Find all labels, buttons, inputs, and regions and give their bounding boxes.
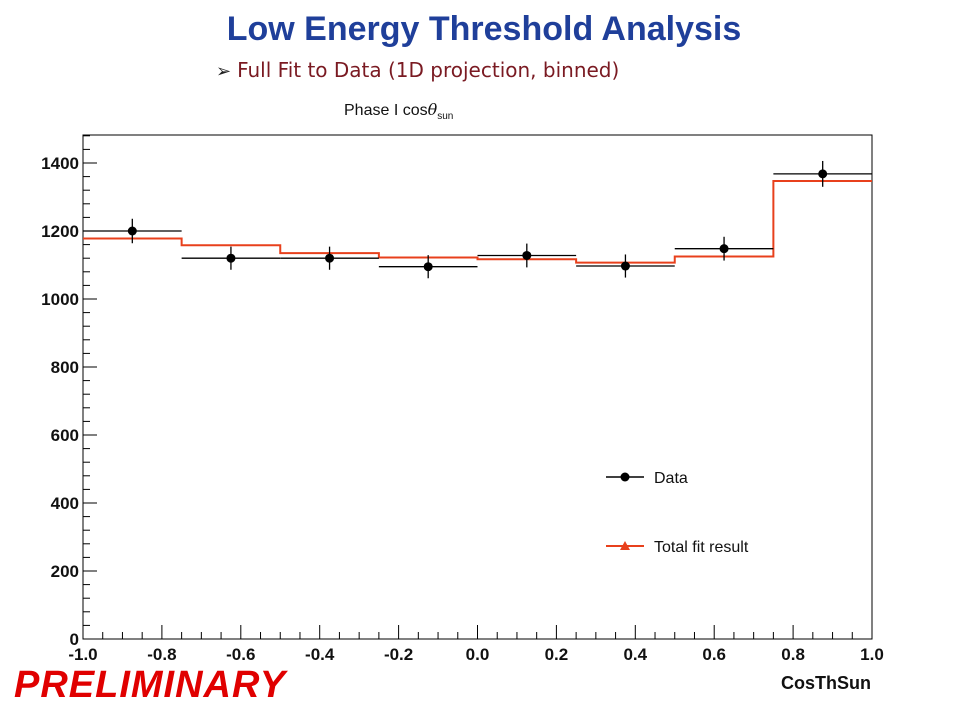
x-tick-label: 0.6	[702, 645, 726, 664]
data-point	[83, 218, 182, 244]
legend-fit-marker	[620, 541, 630, 550]
data-point	[674, 236, 774, 261]
data-marker	[325, 253, 335, 263]
x-tick-label: 0.0	[466, 645, 490, 664]
subtitle-sub: sun	[437, 111, 454, 123]
y-tick-label: 0	[70, 630, 79, 649]
data-marker	[226, 253, 236, 263]
y-tick-label: 1000	[41, 290, 79, 309]
y-tick-label: 1200	[41, 222, 79, 241]
y-tick-label: 1400	[41, 154, 79, 173]
data-marker	[423, 262, 433, 272]
legend-data-label: Data	[654, 470, 688, 487]
y-tick-label: 200	[51, 562, 79, 581]
data-marker	[818, 169, 828, 179]
y-tick-label: 400	[51, 494, 79, 513]
x-axis-title: CosThSun	[781, 673, 871, 693]
subtitle-symbol: θ	[427, 100, 438, 119]
arrow-bullet-icon: ➢	[216, 61, 232, 82]
x-tick-label: 0.8	[781, 645, 805, 664]
data-point	[280, 246, 379, 270]
x-tick-label: -1.0	[68, 645, 97, 664]
data-marker	[620, 261, 630, 271]
data-marker	[127, 226, 137, 236]
bullet-text: Full Fit to Data (1D projection, binned)	[237, 58, 620, 82]
data-marker	[522, 250, 532, 260]
legend-fit-label: Total fit result	[654, 539, 749, 556]
x-tick-label: -0.6	[226, 645, 255, 664]
data-point	[773, 160, 872, 187]
fit-step-line	[83, 180, 872, 264]
x-tick-label: -0.4	[305, 645, 335, 664]
data-point	[477, 243, 577, 268]
plot-frame	[82, 134, 873, 640]
slide-title: Low Energy Threshold Analysis	[226, 10, 742, 48]
x-tick-label: 0.4	[623, 645, 647, 664]
y-tick-label: 600	[51, 426, 79, 445]
x-tick-label: 1.0	[860, 645, 884, 664]
data-point	[181, 246, 281, 270]
data-marker	[719, 244, 729, 254]
x-tick-label: -0.2	[384, 645, 413, 664]
plot-subtitle: Phase I cosθsun	[344, 100, 453, 122]
bullet-point: ➢ Full Fit to Data (1D projection, binned…	[216, 58, 619, 82]
data-point	[576, 254, 675, 278]
legend: Data Total fit result	[606, 470, 749, 556]
y-tick-label: 800	[51, 358, 79, 377]
preliminary-watermark: PRELIMINARY	[14, 664, 287, 706]
x-tick-label: 0.2	[545, 645, 569, 664]
x-tick-label: -0.8	[147, 645, 176, 664]
subtitle-main: Phase I cos	[344, 102, 428, 119]
data-point	[378, 255, 478, 279]
legend-data-marker	[620, 472, 630, 482]
